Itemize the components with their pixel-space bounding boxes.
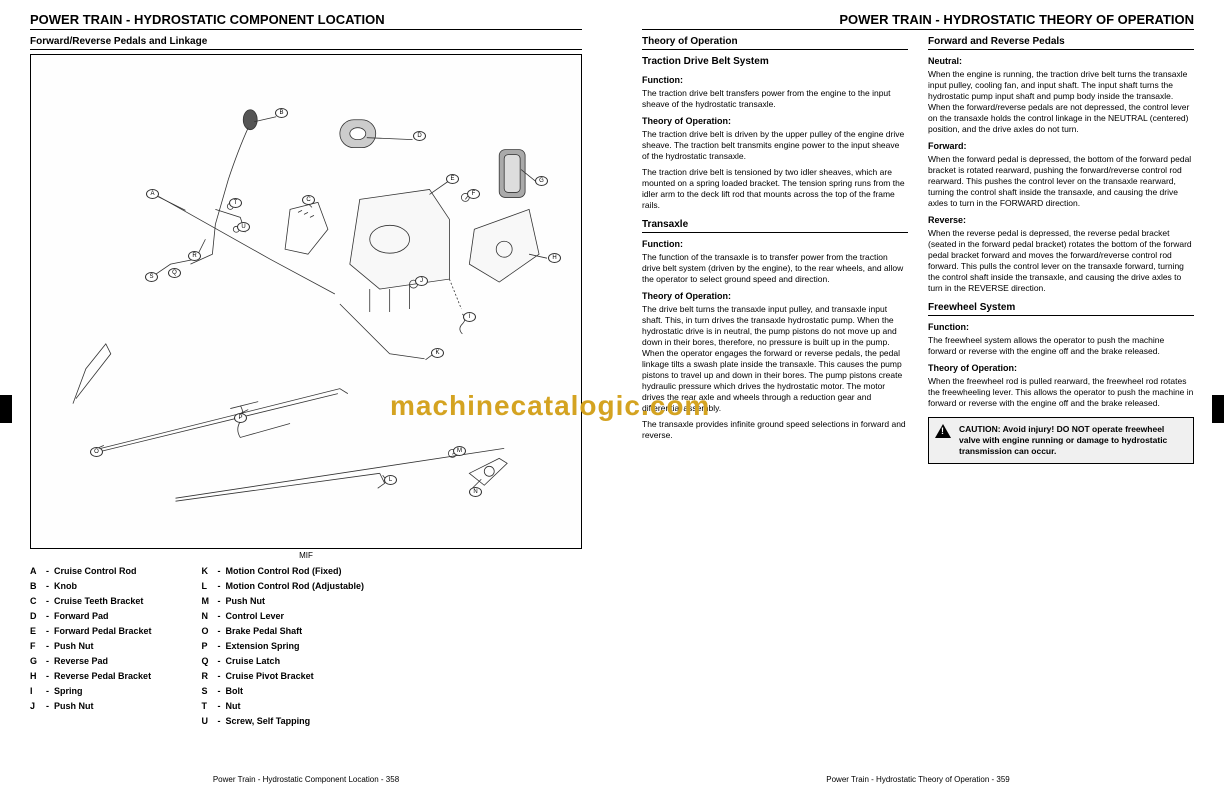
page-header-left: POWER TRAIN - HYDROSTATIC COMPONENT LOCA… [30,12,582,30]
legend-row-C: C-Cruise Teeth Bracket [30,594,152,609]
h-theory2: Theory of Operation: [642,291,908,301]
legend-row-O: O-Brake Pedal Shaft [202,624,364,639]
exploded-diagram [31,55,581,548]
legend-row-G: G-Reverse Pad [30,654,152,669]
legend-row-A: A-Cruise Control Rod [30,564,152,579]
callout-H: H [548,253,561,263]
h-function2: Function: [642,239,908,249]
caution-icon [935,424,951,438]
h-transaxle: Transaxle [642,219,908,233]
page-right: POWER TRAIN - HYDROSTATIC THEORY OF OPER… [612,0,1224,792]
callout-A: A [146,189,159,199]
legend-row-M: M-Push Nut [202,594,364,609]
legend-row-H: H-Reverse Pedal Bracket [30,669,152,684]
callout-L: L [384,475,397,485]
callout-Q: Q [168,268,181,278]
p-neutral: When the engine is running, the traction… [928,69,1194,135]
callout-G: G [535,176,548,186]
p-function2: The function of the transaxle is to tran… [642,252,908,285]
mif-label: MIF [30,551,582,560]
p-theory3: When the freewheel rod is pulled rearwar… [928,376,1194,409]
callout-J: J [415,276,428,286]
theory-col-1: Theory of Operation Traction Drive Belt … [642,36,908,464]
h-theory1: Theory of Operation: [642,116,908,126]
legend-row-T: T-Nut [202,699,364,714]
callout-S: S [145,272,158,282]
legend-row-B: B-Knob [30,579,152,594]
h-pedals: Forward and Reverse Pedals [928,36,1194,50]
legend-row-J: J-Push Nut [30,699,152,714]
theory-col-2: Forward and Reverse Pedals Neutral: When… [928,36,1194,464]
h-traction: Traction Drive Belt System [642,56,908,69]
p-forward: When the forward pedal is depressed, the… [928,154,1194,209]
h-theory3: Theory of Operation: [928,363,1194,373]
p-t1a: The traction drive belt is driven by the… [642,129,908,162]
callout-O: O [90,447,103,457]
legend-row-E: E-Forward Pedal Bracket [30,624,152,639]
caution-text: CAUTION: Avoid injury! DO NOT operate fr… [959,424,1167,456]
p-t1b: The traction drive belt is tensioned by … [642,167,908,211]
legend-row-F: F-Push Nut [30,639,152,654]
legend: A-Cruise Control RodB-KnobC-Cruise Teeth… [30,564,582,729]
legend-row-L: L-Motion Control Rod (Adjustable) [202,579,364,594]
legend-row-I: I-Spring [30,684,152,699]
legend-row-P: P-Extension Spring [202,639,364,654]
legend-row-U: U-Screw, Self Tapping [202,714,364,729]
h-theory: Theory of Operation [642,36,908,50]
p-function1: The traction drive belt transfers power … [642,88,908,110]
callout-P: P [234,413,247,423]
caution-box: CAUTION: Avoid injury! DO NOT operate fr… [928,417,1194,464]
callout-B: B [275,108,288,118]
h-reverse: Reverse: [928,215,1194,225]
h-function1: Function: [642,75,908,85]
callout-K: K [431,348,444,358]
legend-row-S: S-Bolt [202,684,364,699]
p-reverse: When the reverse pedal is depressed, the… [928,228,1194,294]
h-forward: Forward: [928,141,1194,151]
legend-row-Q: Q-Cruise Latch [202,654,364,669]
callout-F: F [467,189,480,199]
h-freewheel: Freewheel System [928,302,1194,316]
page-header-right: POWER TRAIN - HYDROSTATIC THEORY OF OPER… [642,12,1194,30]
callout-U: U [237,222,250,232]
h-function3: Function: [928,322,1194,332]
legend-row-K: K-Motion Control Rod (Fixed) [202,564,364,579]
p-function3: The freewheel system allows the operator… [928,335,1194,357]
callout-R: R [188,251,201,261]
h-neutral: Neutral: [928,56,1194,66]
diagram-box: A B C D EF G H I J K L M N O P QR S T U [30,54,582,549]
callout-T: T [229,198,242,208]
callout-C: C [302,195,315,205]
callout-I: I [463,312,476,322]
callout-M: M [453,446,466,456]
legend-row-R: R-Cruise Pivot Bracket [202,669,364,684]
callout-E: E [446,174,459,184]
page-footer-right: Power Train - Hydrostatic Theory of Oper… [612,775,1224,784]
page-footer-left: Power Train - Hydrostatic Component Loca… [0,775,612,784]
p-t2a: The drive belt turns the transaxle input… [642,304,908,414]
page-left: POWER TRAIN - HYDROSTATIC COMPONENT LOCA… [0,0,612,792]
legend-row-D: D-Forward Pad [30,609,152,624]
callout-N: N [469,487,482,497]
callout-D: D [413,131,426,141]
section-subtitle: Forward/Reverse Pedals and Linkage [30,36,582,50]
legend-row-N: N-Control Lever [202,609,364,624]
p-t2b: The transaxle provides infinite ground s… [642,419,908,441]
